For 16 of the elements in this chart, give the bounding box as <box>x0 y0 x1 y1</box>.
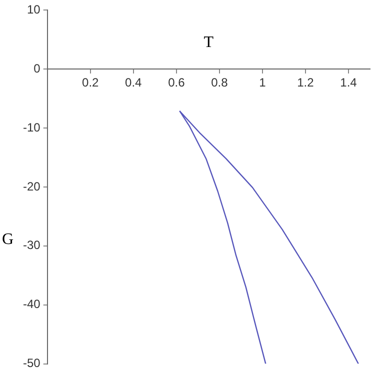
y-tick-label: 10 <box>26 2 41 17</box>
x-axis-title: T <box>204 34 214 52</box>
x-tick-label: 0.8 <box>211 76 228 90</box>
x-tick-label: 1.4 <box>340 76 358 90</box>
x-tick-label: 0.4 <box>125 76 142 90</box>
y-tick-label: -20 <box>23 179 41 194</box>
x-tick-label: 1 <box>259 76 266 90</box>
x-tick-label: 0.6 <box>168 76 186 90</box>
y-tick-label: -50 <box>23 356 41 370</box>
x-tick-label: 0.2 <box>82 76 100 90</box>
y-tick-label: -30 <box>23 238 41 252</box>
y-axis-title: G <box>2 231 14 248</box>
y-tick-label: -10 <box>23 120 41 134</box>
x-tick-label: 1.2 <box>297 76 314 90</box>
y-tick-label: 0 <box>34 61 41 76</box>
y-tick-label: -40 <box>23 297 41 312</box>
